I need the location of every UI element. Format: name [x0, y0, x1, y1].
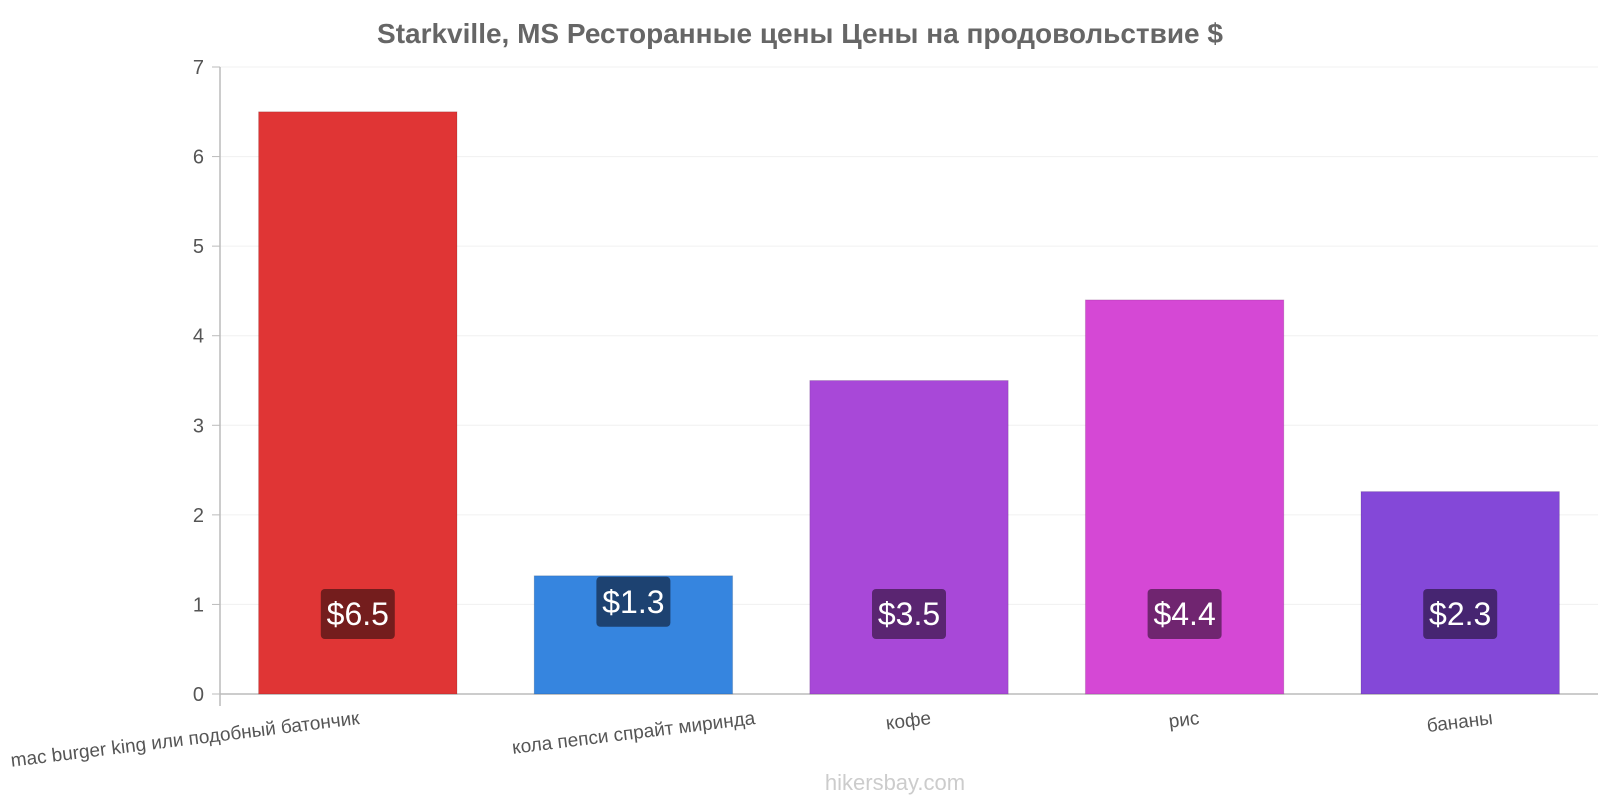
bars — [258, 111, 1560, 695]
value-label-box — [872, 589, 946, 639]
bar — [809, 380, 1009, 695]
x-tick-label: рис — [1168, 708, 1201, 733]
x-tick-label: mac burger king или подобный батончик — [10, 708, 362, 772]
x-tick-label: кофе — [885, 708, 933, 734]
value-label-box — [1423, 589, 1498, 639]
y-axis-ticks: 0 1 2 3 4 5 6 7 — [193, 57, 220, 706]
y-tick-label: 3 — [193, 415, 204, 437]
y-tick-label: 4 — [193, 326, 204, 348]
chart-title: Starkville, MS Ресторанные цены Цены на … — [377, 18, 1223, 49]
y-tick-label: 7 — [193, 57, 204, 79]
value-label: $6.5 — [327, 596, 389, 632]
x-tick-label: кола пепси спрайт миринда — [511, 708, 757, 759]
value-label-box — [320, 589, 395, 639]
value-label-box — [596, 576, 671, 627]
value-label: $2.3 — [1429, 596, 1491, 632]
value-label: $1.3 — [602, 584, 664, 620]
watermark: hikersbay.com — [825, 770, 965, 795]
value-label: $3.5 — [878, 596, 940, 632]
y-tick-label: 1 — [193, 594, 204, 616]
value-labels: $6.5 $1.3 $3.5 $4.4 $2.3 — [320, 576, 1498, 639]
y-tick-label: 6 — [193, 147, 204, 169]
value-label: $4.4 — [1153, 596, 1215, 632]
x-axis-labels: mac burger king или подобный батончик кол… — [10, 708, 1494, 772]
y-tick-label: 5 — [193, 236, 204, 258]
value-label-box — [1147, 589, 1222, 639]
y-tick-label: 2 — [193, 505, 204, 527]
y-tick-label: 0 — [193, 684, 204, 706]
x-tick-label: бананы — [1426, 708, 1494, 737]
